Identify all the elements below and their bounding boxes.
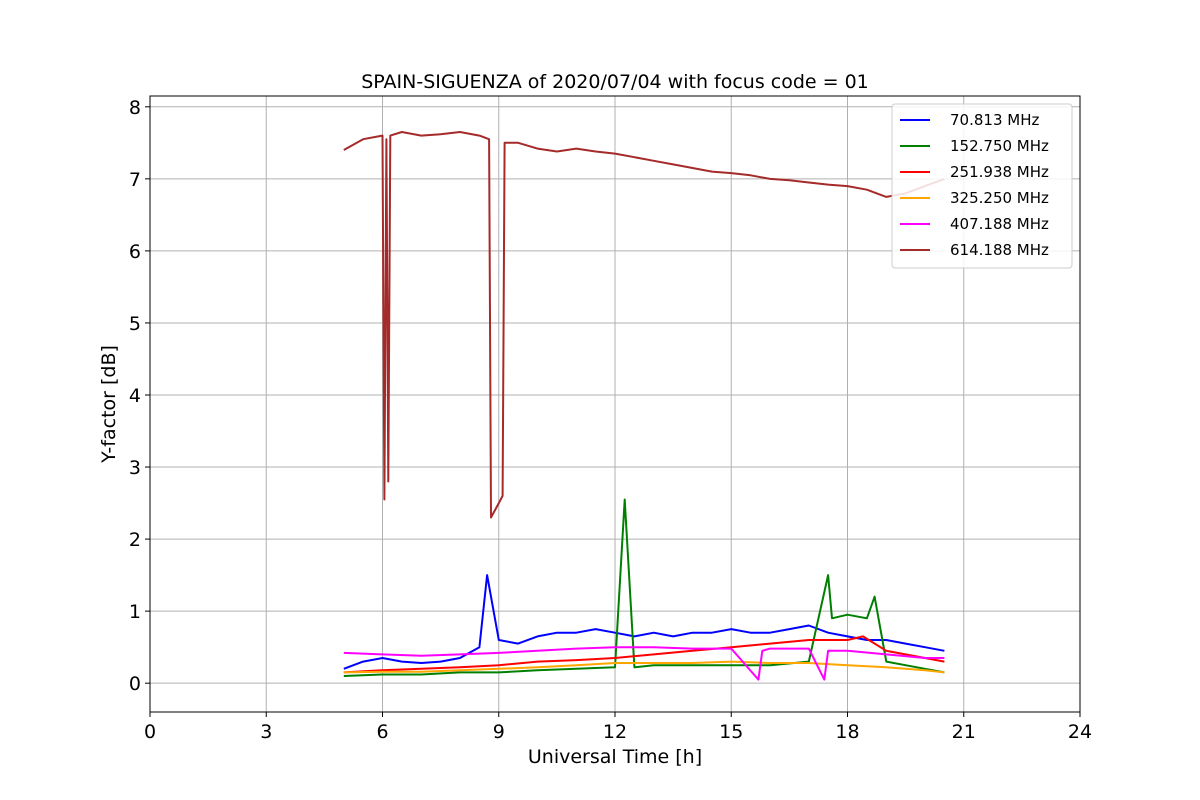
y-tick-label: 2 xyxy=(129,529,141,551)
series-line-4 xyxy=(343,660,945,674)
legend-label: 325.250 MHz xyxy=(950,189,1049,207)
x-tick-label: 0 xyxy=(144,721,156,743)
x-tick-label: 3 xyxy=(260,721,272,743)
x-axis-ticks: 0 3 6 9 12 15 18 21 24 xyxy=(144,712,1092,743)
y-tick-label: 6 xyxy=(129,241,141,263)
y-tick-label: 3 xyxy=(129,457,141,479)
series-lines xyxy=(343,131,945,681)
legend-label: 614.188 MHz xyxy=(950,241,1049,259)
series-line-3 xyxy=(343,635,945,674)
series-line-1 xyxy=(343,574,945,670)
x-tick-label: 24 xyxy=(1068,721,1092,743)
legend-label: 152.750 MHz xyxy=(950,137,1049,155)
legend: 70.813 MHz 152.750 MHz 251.938 MHz 325.250 … xyxy=(891,103,1073,269)
grid-lines xyxy=(149,96,1081,712)
legend-box xyxy=(891,103,1073,269)
y-axis-ticks: 0 1 2 3 4 5 6 7 8 xyxy=(129,97,150,695)
x-tick-label: 18 xyxy=(835,721,859,743)
y-tick-label: 8 xyxy=(129,97,141,119)
y-tick-label: 0 xyxy=(129,673,141,695)
legend-label: 70.813 MHz xyxy=(950,111,1039,129)
y-axis-title: Y-factor [dB] xyxy=(98,345,120,464)
chart-title: SPAIN-SIGUENZA of 2020/07/04 with focus … xyxy=(361,71,869,93)
y-tick-label: 7 xyxy=(129,169,141,191)
series-line-6 xyxy=(343,131,945,519)
x-tick-label: 6 xyxy=(376,721,388,743)
x-tick-label: 9 xyxy=(493,721,505,743)
x-tick-label: 15 xyxy=(719,721,743,743)
x-tick-label: 12 xyxy=(603,721,627,743)
y-tick-label: 1 xyxy=(129,601,141,623)
legend-label: 407.188 MHz xyxy=(950,215,1049,233)
x-axis-title: Universal Time [h] xyxy=(528,746,702,768)
x-tick-label: 21 xyxy=(952,721,976,743)
series-line-2 xyxy=(343,498,945,677)
series-line-5 xyxy=(343,646,945,681)
y-tick-label: 4 xyxy=(129,385,141,407)
legend-label: 251.938 MHz xyxy=(950,163,1049,181)
y-tick-label: 5 xyxy=(129,313,141,335)
